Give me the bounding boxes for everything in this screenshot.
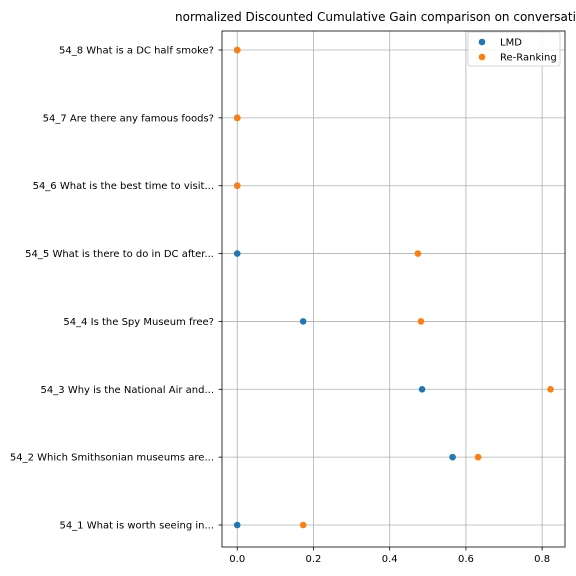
chart-title: normalized Discounted Cumulative Gain co… (175, 10, 576, 24)
x-tick-label: 0.4 (382, 554, 398, 565)
legend-marker (478, 53, 486, 61)
y-axis: 54_1 What is worth seeing in... 54_2 Whic… (10, 46, 222, 532)
data-point-re-ranking (417, 318, 425, 325)
data-point-lmd (299, 318, 307, 325)
data-point-lmd (233, 521, 241, 529)
data-point-re-ranking (233, 114, 241, 122)
category-label: 54_3 Why is the National Air and... (41, 385, 214, 396)
data-point-re-ranking (233, 46, 241, 54)
category-label: 54_7 Are there any famous foods? (43, 113, 214, 124)
x-tick-label: 0.6 (458, 554, 474, 565)
data-point-re-ranking (547, 385, 554, 393)
category-label: 54_2 Which Smithsonian museums are... (10, 453, 214, 464)
x-tick-label: 0.2 (306, 554, 322, 565)
category-label: 54_5 What is there to do in DC after... (25, 249, 214, 260)
axes-frame (221, 30, 566, 548)
plot-frame (221, 30, 566, 548)
legend-box (467, 31, 561, 67)
category-label: 54_8 What is a DC half smoke? (59, 46, 214, 57)
category-label: 54_6 What is the best time to visit... (33, 181, 214, 192)
legend: LMD Re-Ranking (467, 31, 561, 67)
x-tick-label: 0.0 (229, 554, 245, 565)
data-point-lmd (449, 453, 456, 461)
x-tick-label: 0.8 (534, 554, 550, 565)
x-axis: 0.0 0.2 0.4 0.6 0.8 (229, 547, 550, 565)
data-point-lmd (233, 250, 241, 257)
category-label: 54_4 Is the Spy Museum free? (63, 317, 214, 328)
legend-label: Re-Ranking (500, 53, 557, 64)
data-points (233, 46, 554, 529)
category-label: 54_1 What is worth seeing in... (59, 521, 214, 532)
data-point-re-ranking (414, 250, 422, 257)
data-point-re-ranking (233, 182, 241, 190)
data-point-re-ranking (299, 521, 307, 529)
legend-label: LMD (500, 38, 522, 49)
data-point-re-ranking (474, 453, 482, 461)
data-point-lmd (418, 385, 426, 393)
legend-marker (478, 38, 486, 46)
grid-layer (222, 31, 565, 547)
